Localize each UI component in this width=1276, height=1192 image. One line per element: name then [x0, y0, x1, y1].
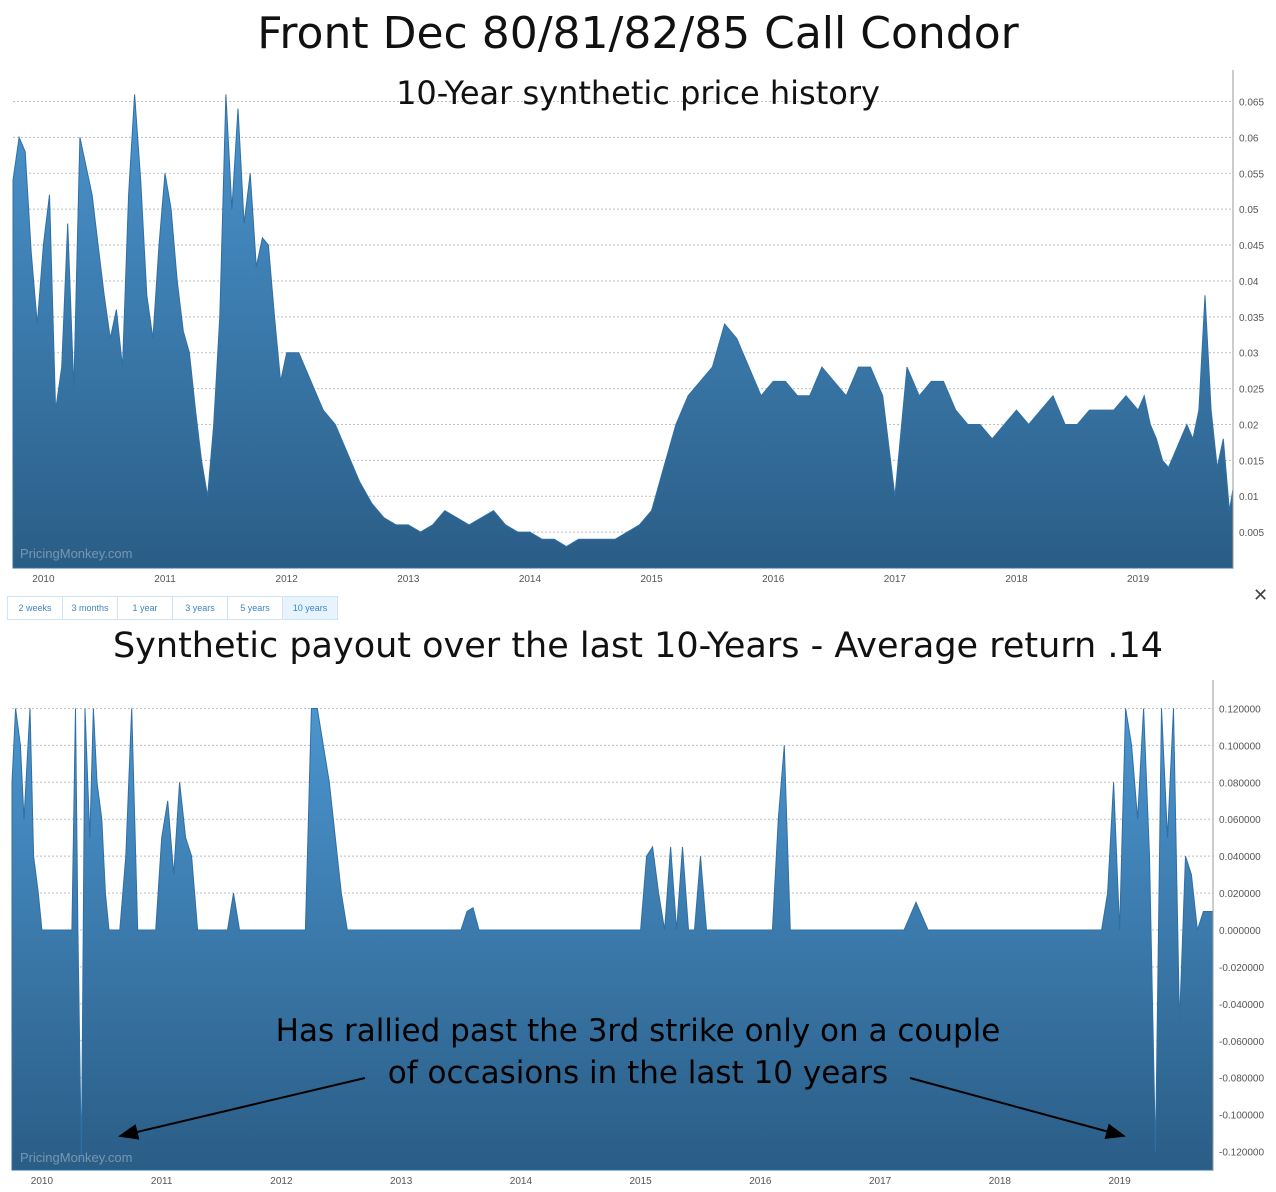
y-tick-label: 0.015 — [1239, 456, 1264, 467]
y-tick-label: 0.045 — [1239, 241, 1264, 252]
y-tick-label: 0.035 — [1239, 313, 1264, 324]
y-tick-label: -0.080000 — [1219, 1074, 1264, 1085]
range-5-years-button[interactable]: 5 years — [228, 597, 283, 619]
y-tick-label: 0.080000 — [1219, 778, 1261, 789]
annotation-line-1: Has rallied past the 3rd strike only on … — [275, 1013, 1001, 1049]
range-2-weeks-button[interactable]: 2 weeks — [8, 597, 63, 619]
y-tick-label: 0.025 — [1239, 385, 1264, 396]
y-tick-label: 0.020000 — [1219, 889, 1261, 900]
watermark-bottom: PricingMonkey.com — [20, 1150, 133, 1165]
x-tick-label: 2019 — [1108, 1176, 1131, 1187]
y-tick-label: 0.01 — [1239, 492, 1259, 503]
payout-chart: 0.120000 0.100000 0.080000 0.060000 0.040000… — [11, 680, 1264, 1187]
x-tick-label: 2014 — [519, 574, 542, 585]
y-tick-label: 0.03 — [1239, 349, 1259, 360]
x-tick-label: 2018 — [989, 1176, 1012, 1187]
x-tick-label: 2013 — [390, 1176, 413, 1187]
x-tick-label: 2014 — [510, 1176, 533, 1187]
y-tick-label: 0.000000 — [1219, 926, 1261, 937]
close-icon[interactable]: ✕ — [1253, 585, 1269, 605]
x-tick-label: 2019 — [1127, 574, 1150, 585]
x-tick-label: 2012 — [270, 1176, 293, 1187]
y-tick-label: 0.040000 — [1219, 852, 1261, 863]
y-tick-label: 0.060000 — [1219, 815, 1261, 826]
range-selector: 2 weeks 3 months 1 year 3 years 5 years … — [7, 596, 338, 620]
x-tick-label: 2013 — [397, 574, 420, 585]
x-tick-label: 2015 — [640, 574, 663, 585]
range-1-year-button[interactable]: 1 year — [118, 597, 173, 619]
price-history-chart: 0.005 0.01 0.015 0.02 0.025 0.03 0.035 0.04 0.04… — [12, 70, 1264, 585]
range-3-years-button[interactable]: 3 years — [173, 597, 228, 619]
annotation-text: Has rallied past the 3rd strike only on … — [0, 1010, 1276, 1094]
x-tick-label: 2010 — [32, 574, 55, 585]
x-tick-label: 2010 — [31, 1176, 54, 1187]
range-10-years-button[interactable]: 10 years — [283, 597, 337, 619]
x-tick-label: 2015 — [630, 1176, 653, 1187]
main-title: Front Dec 80/81/82/85 Call Condor — [257, 8, 1019, 59]
price-history-subtitle: 10-Year synthetic price history — [396, 74, 880, 112]
x-tick-label: 2011 — [154, 574, 176, 585]
annotation-line-2: of occasions in the last 10 years — [387, 1055, 889, 1091]
annotation-arrow-left — [118, 1077, 366, 1140]
y-tick-label: 0.06 — [1239, 133, 1259, 144]
x-tick-label: 2018 — [1005, 574, 1028, 585]
x-tick-label: 2016 — [749, 1176, 772, 1187]
y-tick-label: 0.04 — [1239, 277, 1259, 288]
x-tick-label: 2012 — [276, 574, 299, 585]
y-tick-label: 0.05 — [1239, 205, 1259, 216]
payout-chart-title: Synthetic payout over the last 10-Years … — [112, 626, 1164, 666]
x-tick-label: 2016 — [762, 574, 785, 585]
x-tick-label: 2017 — [869, 1176, 892, 1187]
x-tick-label: 2011 — [151, 1176, 173, 1187]
y-tick-label: 0.005 — [1239, 528, 1264, 539]
y-tick-label: -0.100000 — [1219, 1111, 1264, 1122]
y-tick-label: 0.100000 — [1219, 741, 1261, 752]
y-tick-label: 0.120000 — [1219, 704, 1261, 715]
y-tick-label: 0.02 — [1239, 420, 1259, 431]
annotation-arrow-right — [909, 1077, 1126, 1140]
payout-area — [11, 708, 1214, 1171]
x-tick-label: 2017 — [884, 574, 907, 585]
range-3-months-button[interactable]: 3 months — [63, 597, 118, 619]
y-tick-label: -0.120000 — [1219, 1148, 1264, 1159]
y-tick-label: -0.060000 — [1219, 1037, 1264, 1048]
y-tick-label: 0.065 — [1239, 98, 1264, 109]
y-tick-label: 0.055 — [1239, 169, 1264, 180]
watermark-top: PricingMonkey.com — [20, 546, 133, 561]
y-tick-label: -0.040000 — [1219, 1000, 1264, 1011]
y-tick-label: -0.020000 — [1219, 963, 1264, 974]
price-history-area — [12, 94, 1234, 569]
